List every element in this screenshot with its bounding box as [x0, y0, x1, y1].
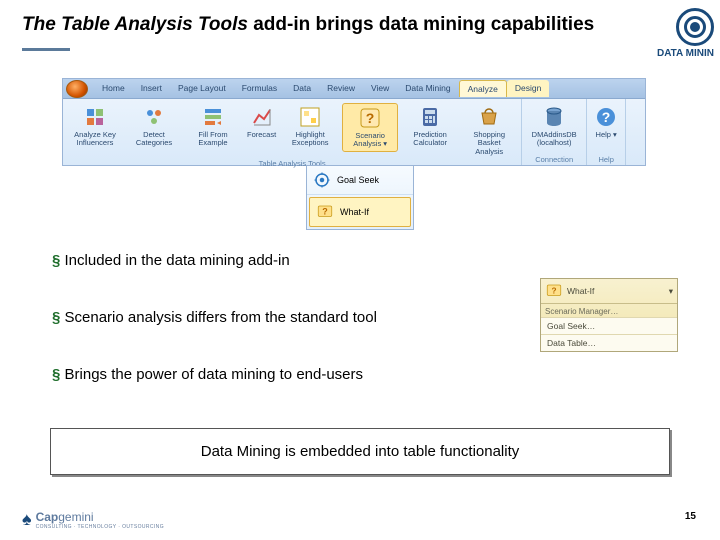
logo-subtext: CONSULTING · TECHNOLOGY · OUTSOURCING	[36, 524, 164, 530]
ribbon-tab[interactable]: Data	[285, 80, 319, 97]
ribbon-button-label: DMAddinsDB (localhost)	[529, 131, 579, 148]
ribbon-tab[interactable]: Review	[319, 80, 363, 97]
influencers-icon	[83, 105, 107, 129]
ribbon-button[interactable]: Highlight Exceptions	[283, 103, 337, 150]
whatif-mini-panel: ? What-If ▾ Scenario Manager… Goal Seek……	[540, 278, 678, 352]
spade-icon: ♠	[22, 509, 32, 530]
whatif-data-table[interactable]: Data Table…	[541, 334, 677, 351]
ribbon-button[interactable]: Prediction Calculator	[403, 103, 457, 150]
footer-logo: ♠ Capgemini CONSULTING · TECHNOLOGY · OU…	[22, 509, 164, 530]
basket-icon	[477, 105, 501, 129]
categories-icon	[142, 105, 166, 129]
dropdown-goal-seek[interactable]: Goal Seek	[307, 166, 413, 195]
ribbon-tab[interactable]: Design	[507, 80, 549, 97]
ribbon-button-label: Prediction Calculator	[405, 131, 455, 148]
logo-text-1: Cap	[36, 510, 59, 524]
ribbon-button[interactable]: Fill From Example	[186, 103, 240, 150]
title-italic: Table Analysis Tools	[61, 14, 248, 35]
ribbon-tab[interactable]: Page Layout	[170, 80, 234, 97]
ribbon-button-label: Fill From Example	[188, 131, 238, 148]
forecast-icon	[250, 105, 274, 129]
page-number: 15	[685, 511, 696, 522]
badge-text: DATA MININ	[657, 48, 714, 59]
logo-text-2: gemini	[58, 510, 93, 524]
calc-icon	[418, 105, 442, 129]
excel-ribbon-screenshot: HomeInsertPage LayoutFormulasDataReviewV…	[62, 78, 646, 166]
help-icon: ?	[594, 105, 618, 129]
ribbon-button[interactable]: ? Scenario Analysis ▾	[342, 103, 398, 152]
ribbon-tab[interactable]: View	[363, 80, 397, 97]
ribbon-body: Analyze Key Influencers Detect Categories…	[63, 99, 645, 165]
db-icon	[542, 105, 566, 129]
ribbon-tab[interactable]: Insert	[133, 80, 170, 97]
ribbon-tab[interactable]: Analyze	[459, 80, 507, 97]
dropdown-item-label: Goal Seek	[337, 175, 379, 185]
ribbon-button[interactable]: Shopping Basket Analysis	[462, 103, 516, 158]
whatif-section-label: Scenario Manager…	[541, 304, 677, 317]
ribbon-group-label: Connection	[527, 154, 581, 164]
whatif-head[interactable]: ? What-If ▾	[541, 279, 677, 304]
dropdown-what-if[interactable]: ? What-If	[309, 197, 411, 227]
target-icon	[676, 8, 714, 46]
ribbon-group: Analyze Key Influencers Detect Categories…	[63, 99, 522, 165]
title-suffix: add-in brings data mining capabilities	[248, 14, 594, 35]
svg-text:?: ?	[551, 286, 556, 295]
title-prefix: The	[22, 14, 61, 35]
ribbon-button-label: Analyze Key Influencers	[70, 131, 120, 148]
scenario-icon: ?	[358, 106, 382, 130]
dropdown-item-label: What-If	[340, 207, 369, 217]
whatif-head-label: What-If	[567, 286, 594, 296]
corner-badge: DATA MININ	[657, 8, 714, 59]
ribbon-button[interactable]: ? Help ▾	[592, 103, 620, 141]
ribbon-group: DMAddinsDB (localhost) Connection	[522, 99, 587, 165]
ribbon-button[interactable]: DMAddinsDB (localhost)	[527, 103, 581, 150]
ribbon-button-label: Detect Categories	[129, 131, 179, 148]
bullet-item: Scenario analysis differs from the stand…	[52, 309, 377, 326]
exceptions-icon	[298, 105, 322, 129]
whatif-goal-seek[interactable]: Goal Seek…	[541, 317, 677, 334]
ribbon-group-label: Help	[592, 154, 620, 164]
svg-text:?: ?	[322, 206, 328, 216]
ribbon-button[interactable]: Analyze Key Influencers	[68, 103, 122, 150]
fill-icon	[201, 105, 225, 129]
what-if-icon: ?	[316, 203, 334, 221]
svg-text:?: ?	[602, 109, 611, 125]
ribbon-button[interactable]: Forecast	[245, 103, 278, 141]
callout-text: Data Mining is embedded into table funct…	[201, 443, 520, 460]
ribbon-button-label: Forecast	[247, 131, 276, 139]
ribbon-tab[interactable]: Home	[94, 80, 133, 97]
callout-box: Data Mining is embedded into table funct…	[50, 428, 670, 475]
ribbon-button[interactable]: Detect Categories	[127, 103, 181, 150]
title-underline	[22, 48, 70, 51]
ribbon-button-label: Highlight Exceptions	[285, 131, 335, 148]
goal-seek-icon	[313, 171, 331, 189]
ribbon-tabstrip: HomeInsertPage LayoutFormulasDataReviewV…	[63, 79, 645, 99]
ribbon-group: ? Help ▾ Help	[587, 99, 626, 165]
ribbon-button-label: Shopping Basket Analysis	[464, 131, 514, 156]
ribbon-tab[interactable]: Data Mining	[397, 80, 458, 97]
ribbon-button-label: Scenario Analysis ▾	[345, 132, 395, 149]
ribbon-group-label: Table Analysis Tools	[68, 158, 516, 168]
bullet-list: Included in the data mining add-in Scena…	[52, 252, 377, 423]
svg-text:?: ?	[366, 110, 375, 126]
bullet-item: Brings the power of data mining to end-u…	[52, 366, 377, 383]
ribbon-button-label: Help ▾	[596, 131, 617, 139]
what-if-icon: ?	[545, 282, 563, 300]
slide-title: The Table Analysis Tools add-in brings d…	[22, 14, 594, 36]
office-button-icon[interactable]	[66, 80, 88, 98]
bullet-item: Included in the data mining add-in	[52, 252, 377, 269]
scenario-dropdown: Goal Seek ? What-If	[306, 165, 414, 230]
chevron-down-icon: ▾	[669, 286, 673, 297]
ribbon-tab[interactable]: Formulas	[234, 80, 285, 97]
